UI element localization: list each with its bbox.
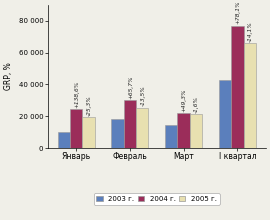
Text: -25,3%: -25,3% bbox=[86, 95, 92, 116]
Y-axis label: GRP, %: GRP, % bbox=[4, 63, 13, 90]
Bar bbox=[165, 125, 177, 148]
Bar bbox=[124, 100, 136, 148]
Bar bbox=[177, 113, 190, 148]
Text: +138,6%: +138,6% bbox=[74, 81, 79, 108]
Bar bbox=[82, 117, 95, 148]
Bar bbox=[231, 26, 244, 148]
Text: -14,1%: -14,1% bbox=[248, 21, 253, 42]
Bar bbox=[58, 132, 70, 148]
Text: +78,1%: +78,1% bbox=[235, 1, 240, 24]
Text: -1,6%: -1,6% bbox=[194, 95, 199, 113]
Legend: 2003 г., 2004 г., 2005 г.: 2003 г., 2004 г., 2005 г. bbox=[94, 193, 220, 205]
Text: +65,7%: +65,7% bbox=[128, 75, 133, 99]
Bar bbox=[70, 109, 82, 148]
Bar bbox=[136, 108, 149, 148]
Bar bbox=[219, 80, 231, 148]
Bar bbox=[190, 114, 202, 148]
Bar bbox=[244, 43, 256, 148]
Text: -13,5%: -13,5% bbox=[140, 85, 145, 106]
Bar bbox=[111, 119, 124, 148]
Text: +49,3%: +49,3% bbox=[182, 88, 187, 112]
